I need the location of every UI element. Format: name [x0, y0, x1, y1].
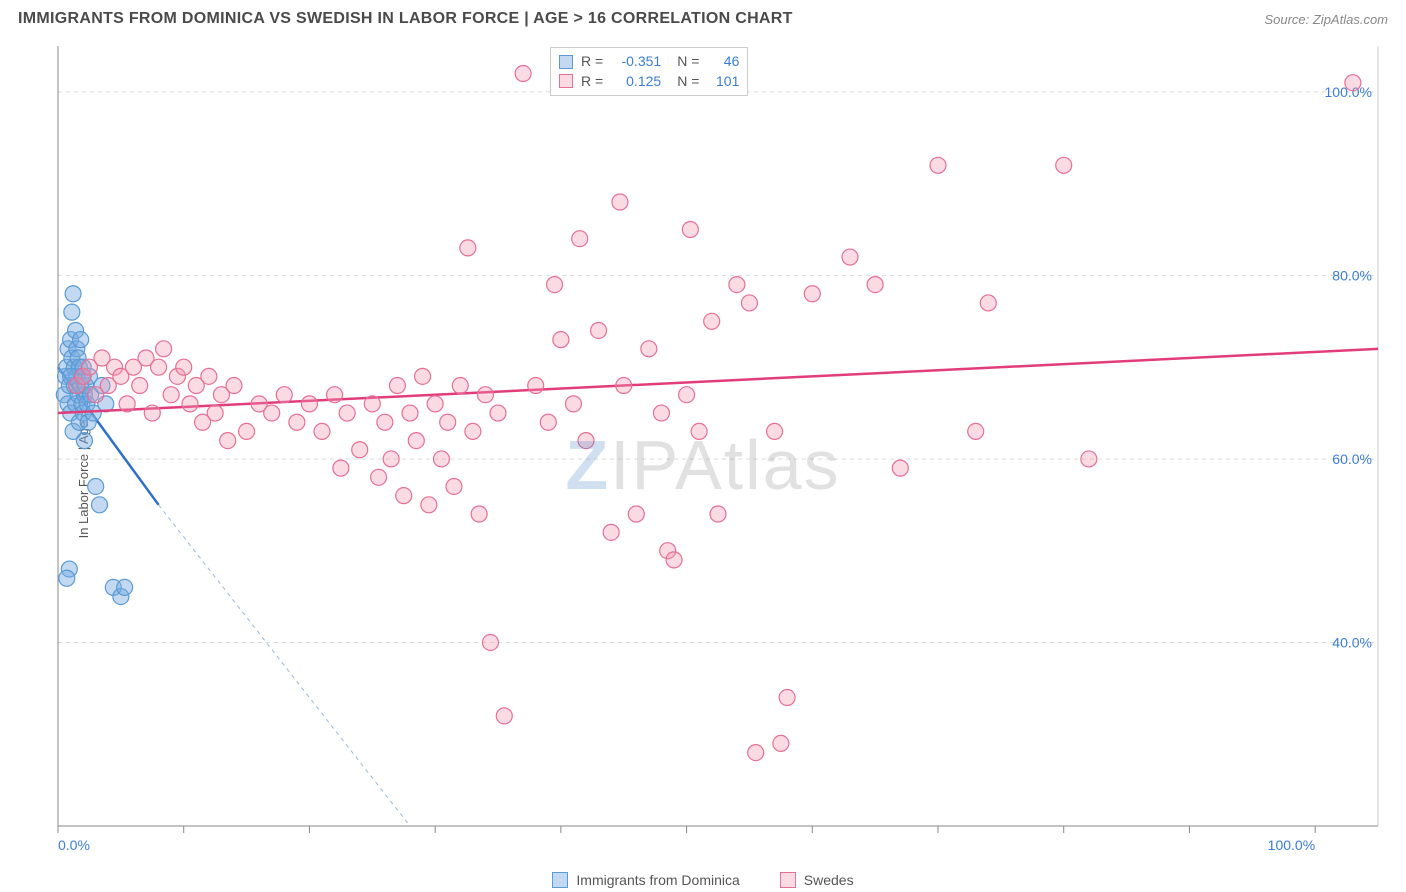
stats-n-value: 46 — [707, 52, 739, 72]
svg-text:40.0%: 40.0% — [1332, 634, 1372, 650]
stats-n-label: N = — [677, 72, 699, 92]
legend-swatch — [780, 872, 796, 888]
svg-text:0.0%: 0.0% — [58, 837, 90, 853]
stats-r-label: R = — [581, 52, 603, 72]
legend-label: Swedes — [804, 872, 854, 888]
legend-label: Immigrants from Dominica — [576, 872, 739, 888]
legend-swatch — [559, 74, 573, 88]
stats-row-swedes: R = 0.125 N = 101 — [559, 72, 739, 92]
legend-swatch — [559, 55, 573, 69]
scatter-plot-svg: 0.0%100.0%40.0%60.0%80.0%100.0% — [0, 38, 1398, 886]
stats-n-label: N = — [677, 52, 699, 72]
stats-row-dominica: R = -0.351 N = 46 — [559, 52, 739, 72]
legend-swatch — [552, 872, 568, 888]
stats-r-value: 0.125 — [611, 72, 661, 92]
legend-item: Immigrants from Dominica — [552, 872, 739, 888]
legend-bottom: Immigrants from Dominica Swedes — [0, 872, 1406, 888]
correlation-stats-box: R = -0.351 N = 46 R = 0.125 N = 101 — [550, 47, 748, 96]
stats-n-value: 101 — [707, 72, 739, 92]
svg-text:100.0%: 100.0% — [1268, 837, 1315, 853]
chart-header: IMMIGRANTS FROM DOMINICA VS SWEDISH IN L… — [0, 0, 1406, 34]
stats-r-value: -0.351 — [611, 52, 661, 72]
legend-item: Swedes — [780, 872, 854, 888]
stats-r-label: R = — [581, 72, 603, 92]
chart-area: In Labor Force | Age > 16 0.0%100.0%40.0… — [0, 38, 1406, 892]
svg-text:80.0%: 80.0% — [1332, 267, 1372, 283]
chart-title: IMMIGRANTS FROM DOMINICA VS SWEDISH IN L… — [18, 10, 793, 28]
chart-source: Source: ZipAtlas.com — [1264, 12, 1388, 27]
svg-text:60.0%: 60.0% — [1332, 451, 1372, 467]
